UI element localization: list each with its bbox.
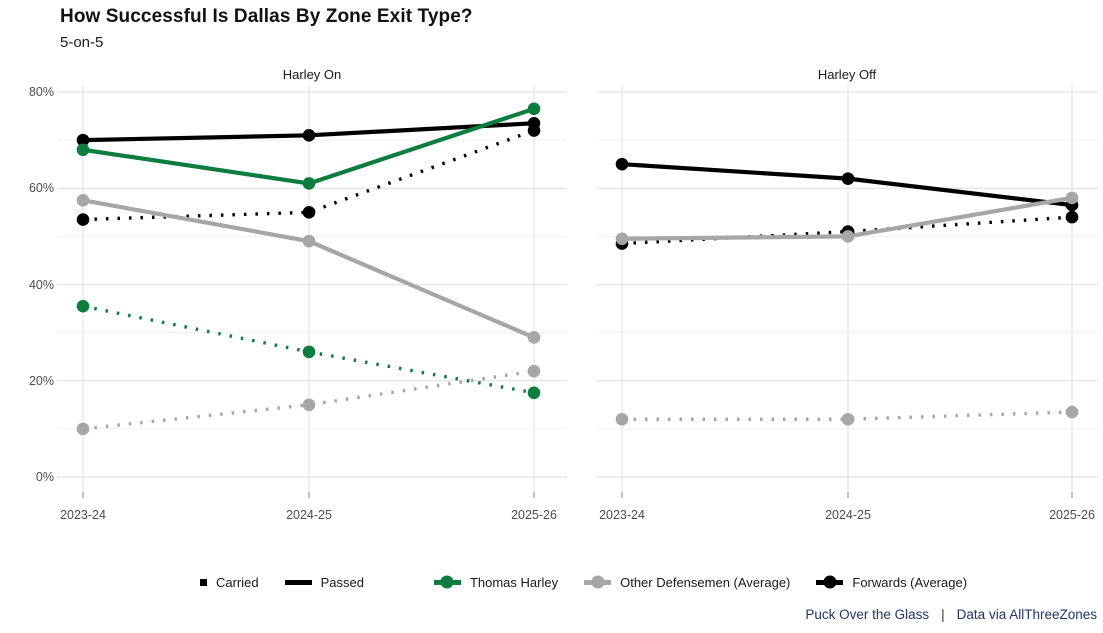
data-point-other_defensemen-carried xyxy=(527,364,541,378)
credit-source: Puck Over the Glass xyxy=(805,607,930,622)
legend-item: Passed xyxy=(284,570,364,594)
data-point-forwards-carried xyxy=(302,206,316,219)
legend-key-line-dot-icon xyxy=(433,575,461,589)
data-point-other_defensemen-passed xyxy=(841,230,855,243)
x-tick-label: 2023-24 xyxy=(60,508,106,522)
data-point-thomas_harley-carried xyxy=(527,386,541,400)
chart-title: How Successful Is Dallas By Zone Exit Ty… xyxy=(60,6,473,27)
y-tick-label: 0% xyxy=(35,470,54,484)
chart-legend: Carried Passed Thomas Harley Other Defensem… xyxy=(0,570,1103,594)
y-tick-label: 60% xyxy=(28,181,54,196)
data-point-other_defensemen-passed xyxy=(302,234,316,248)
legend-label: Thomas Harley xyxy=(469,574,559,590)
data-point-forwards-passed xyxy=(615,157,629,171)
data-point-thomas_harley-carried xyxy=(302,345,316,359)
data-point-forwards-passed xyxy=(302,129,316,142)
data-point-other_defensemen-carried xyxy=(841,412,855,426)
credit-separator: | xyxy=(941,607,945,622)
chart-subtitle: 5-on-5 xyxy=(60,34,104,51)
data-point-forwards-passed xyxy=(841,172,855,185)
legend-key-line-dot-icon xyxy=(584,575,612,589)
data-point-forwards-carried xyxy=(76,213,90,226)
legend-key-dot xyxy=(440,575,454,589)
plot-panel-harley-on xyxy=(57,85,567,498)
x-tick-label: 2025-26 xyxy=(1049,508,1095,522)
data-point-other_defensemen-passed xyxy=(76,193,90,207)
data-point-other_defensemen-passed xyxy=(527,331,541,344)
legend-item: Other Defensemen (Average) xyxy=(584,570,790,594)
footer-credit: Puck Over the Glass | Data via AllThreeZon… xyxy=(805,607,1097,622)
y-tick-label: 80% xyxy=(28,85,54,99)
legend-key-line-dot-icon xyxy=(816,575,844,589)
legend-label: Forwards (Average) xyxy=(852,574,968,590)
x-tick-label: 2024-25 xyxy=(286,508,332,522)
data-point-other_defensemen-passed xyxy=(615,232,629,246)
x-tick-label: 2023-24 xyxy=(599,508,645,522)
panel-title-harley-on: Harley On xyxy=(282,67,342,82)
credit-data: Data via AllThreeZones xyxy=(956,607,1097,622)
legend-label: Other Defensemen (Average) xyxy=(620,574,791,590)
x-tick-label: 2025-26 xyxy=(511,508,557,522)
legend-item: Thomas Harley xyxy=(433,570,559,594)
data-point-forwards-passed xyxy=(76,133,90,147)
data-point-thomas_harley-passed xyxy=(76,143,90,157)
legend-key-dot xyxy=(591,575,605,589)
data-point-forwards-carried xyxy=(1065,210,1079,224)
legend-label: Carried xyxy=(215,574,259,590)
data-point-other_defensemen-carried xyxy=(615,412,629,426)
legend-item: Carried xyxy=(199,570,259,594)
legend-key-solid-line-icon xyxy=(284,579,312,585)
legend-key-dotted-icon xyxy=(199,578,207,586)
legend-label: Passed xyxy=(320,574,364,590)
legend-item: Forwards (Average) xyxy=(816,570,967,594)
data-point-other_defensemen-carried xyxy=(1065,405,1079,419)
panel-title-harley-off: Harley Off xyxy=(817,67,877,82)
plot-panel-harley-off xyxy=(596,85,1098,498)
y-tick-label: 40% xyxy=(28,277,54,292)
data-point-thomas_harley-carried xyxy=(76,299,90,313)
data-point-other_defensemen-passed xyxy=(1065,191,1079,205)
data-point-thomas_harley-passed xyxy=(302,177,316,190)
data-point-thomas_harley-passed xyxy=(527,102,541,116)
data-point-other_defensemen-carried xyxy=(302,398,316,412)
legend-key-dot xyxy=(823,575,837,589)
data-point-forwards-carried xyxy=(527,124,541,137)
data-point-other_defensemen-carried xyxy=(76,422,90,436)
x-tick-label: 2024-25 xyxy=(825,508,871,522)
y-tick-label: 20% xyxy=(28,373,54,388)
